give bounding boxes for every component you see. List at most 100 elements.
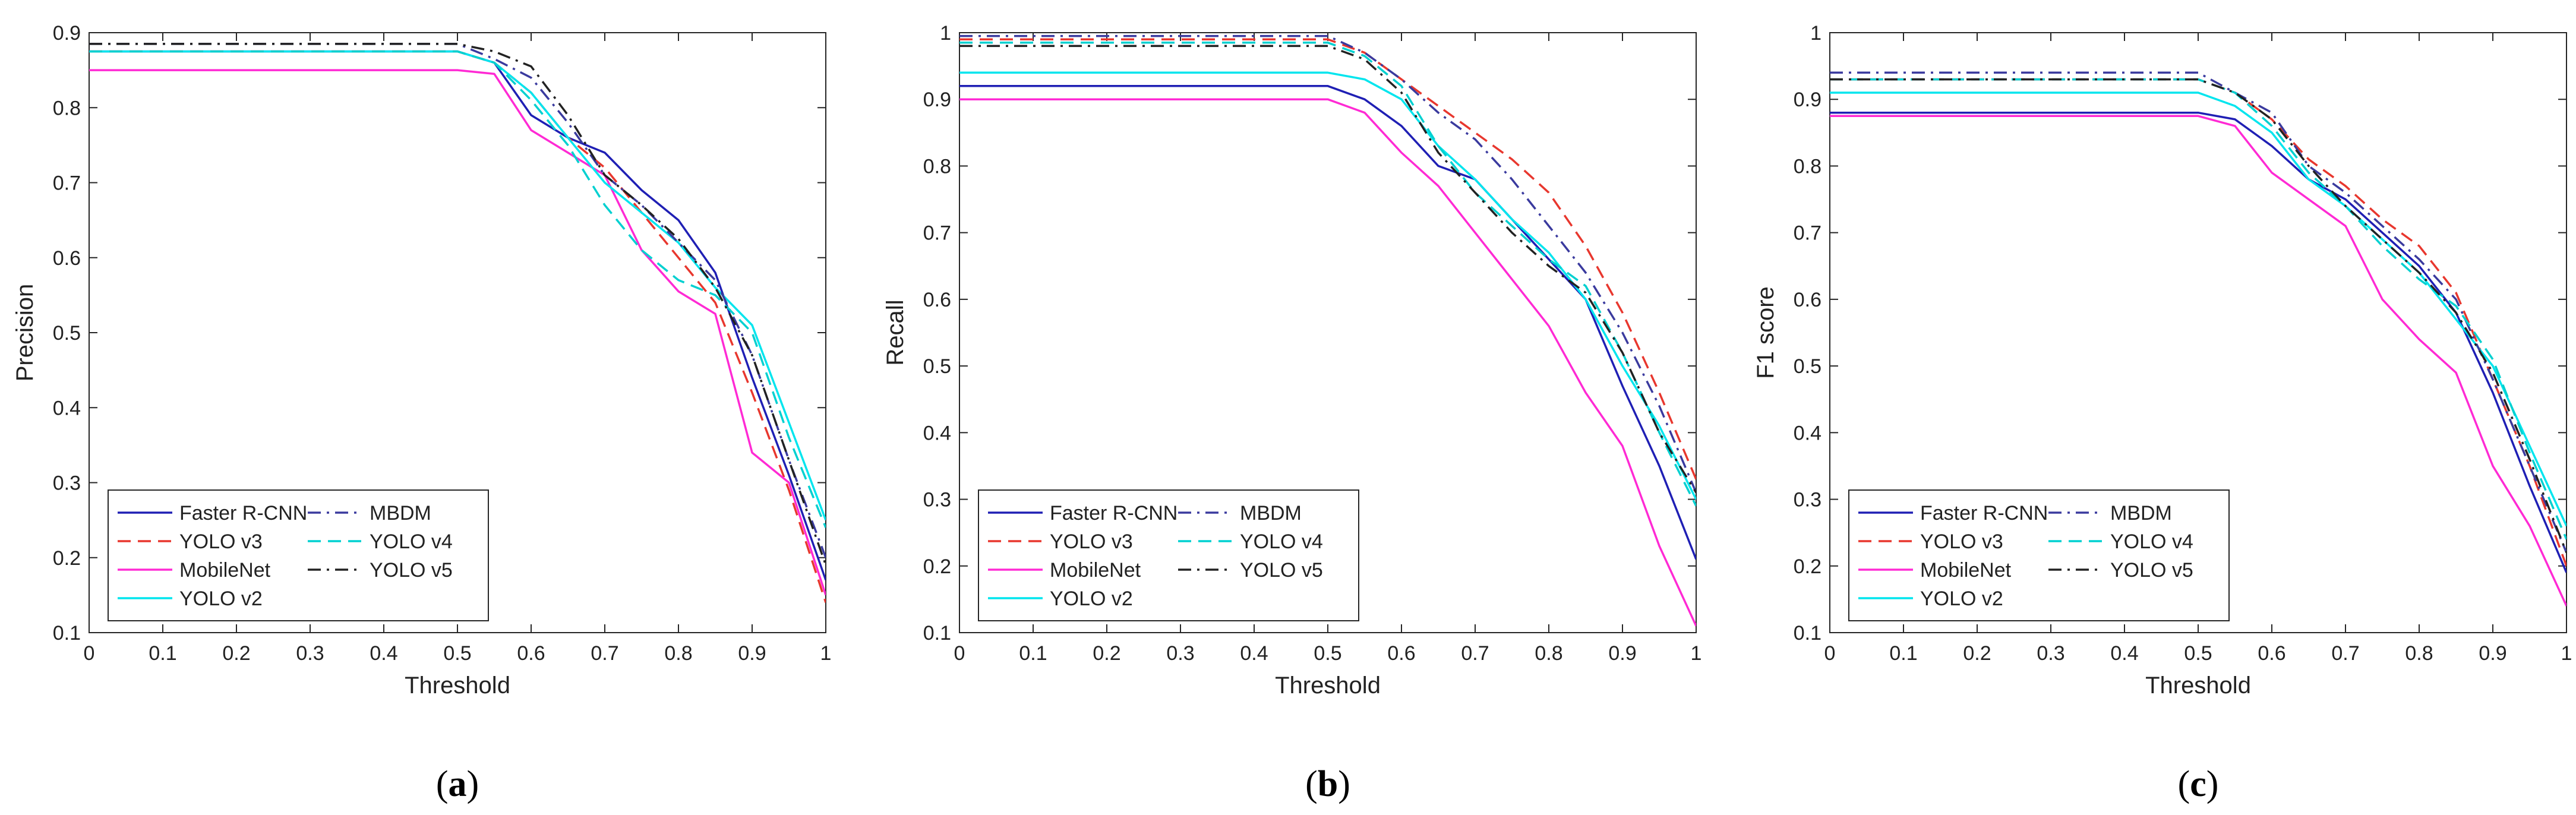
y-tick-label: 0.3 [1794,489,1821,511]
legend-entry-yolo-v2: YOLO v2 [1920,587,2003,610]
legend-entry-mobilenet: MobileNet [179,559,271,582]
y-tick-label: 0.2 [1794,555,1821,578]
legend-entry-yolo-v4: YOLO v4 [2110,530,2193,553]
series-line-mobilenet [89,69,826,596]
panel-label-open-paren: ( [1305,764,1318,804]
series-line-mobilenet [1830,115,2566,606]
legend-entry-yolo-v3: YOLO v3 [179,530,263,553]
x-tick-label: 0.2 [1093,642,1120,665]
series-line-mbdm [1830,71,2566,553]
y-tick-label: 0.5 [1794,355,1821,378]
x-tick-label: 0.3 [296,642,324,665]
legend: Faster R-CNN YOLO v3 MobileNet YOLO v2 MBDM Y… [978,489,1359,621]
legend-entry-mbdm: MBDM [1240,502,1302,525]
x-tick-label: 0.7 [591,642,618,665]
series-line-yolo-v5 [89,43,826,566]
chart-panel-c: 0 0.1 0.2 0.3 0.4 0.5 0.6 0.7 0.8 0.9 10.10.20.30.… [1753,22,2572,804]
series-line-yolo-v4 [1830,78,2566,540]
y-tick-label: 0.7 [53,172,81,195]
y-tick-label: 0.2 [53,547,81,570]
x-tick-label: 0.1 [149,642,176,665]
x-tick-label: 0 [84,642,95,665]
legend-entry-yolo-v5: YOLO v5 [370,559,453,582]
x-tick-label: 0.9 [2479,642,2506,665]
series-line-faster-r-cnn [1830,111,2566,573]
legend-entry-yolo-v2: YOLO v2 [1050,587,1133,610]
y-tick-label: 0.9 [923,89,951,111]
x-tick-label: 0.8 [2405,642,2433,665]
series-line-yolo-v2 [89,50,826,521]
legend-entry-faster-r-cnn: Faster R-CNN [179,502,307,525]
x-tick-label: 0.6 [517,642,545,665]
legend-entry-yolo-v3: YOLO v3 [1920,530,2003,553]
series-line-yolo-v3 [89,50,826,604]
x-tick-label: 0.9 [738,642,766,665]
x-tick-label: 0.5 [2184,642,2212,665]
x-tick-label: 0.6 [1387,642,1415,665]
y-tick-label: 0.9 [53,22,81,45]
panel-label-close-paren: ) [2206,764,2219,804]
x-tick-label: 0.8 [1535,642,1562,665]
x-tick-label: 0.4 [1240,642,1268,665]
y-tick-label: 1 [940,22,951,45]
legend-entry-faster-r-cnn: Faster R-CNN [1050,502,1177,525]
x-tick-label: 0.9 [1608,642,1636,665]
legend-entry-yolo-v3: YOLO v3 [1050,530,1133,553]
y-tick-label: 0.2 [923,555,951,578]
legend-entry-mobilenet: MobileNet [1920,559,2012,582]
x-axis-label: Threshold [1275,672,1381,699]
panel-label: (c) [2178,764,2219,804]
panel-label-close-paren: ) [467,764,479,804]
x-tick-label: 0.3 [1166,642,1194,665]
y-tick-label: 0.5 [53,322,81,345]
legend-entry-yolo-v4: YOLO v4 [370,530,453,553]
legend-entry-yolo-v5: YOLO v5 [1240,559,1323,582]
panel-label: (a) [436,764,479,804]
y-tick-label: 0.6 [53,247,81,270]
y-tick-label: 0.4 [1794,422,1821,444]
chart-panel-a: 0 0.1 0.2 0.3 0.4 0.5 0.6 0.7 0.8 0.9 10.10.20.30.… [12,22,831,804]
x-tick-label: 0.5 [443,642,471,665]
panel-label-open-paren: ( [436,764,449,804]
y-tick-label: 0.7 [923,222,951,245]
x-tick-label: 0.4 [370,642,397,665]
y-tick-label: 0.1 [923,622,951,645]
legend-entry-mbdm: MBDM [2110,502,2172,525]
y-tick-label: 0.9 [1794,89,1821,111]
y-tick-label: 1 [1810,22,1821,45]
x-tick-label: 0 [954,642,965,665]
legend-entry-faster-r-cnn: Faster R-CNN [1920,502,2048,525]
x-axis-label: Threshold [405,672,510,699]
series-lines [959,34,1696,627]
series-lines [1830,71,2566,606]
y-tick-label: 0.4 [923,422,951,444]
legend: Faster R-CNN YOLO v3 MobileNet YOLO v2 MBDM Y… [1848,489,2230,621]
legend-entry-yolo-v4: YOLO v4 [1240,530,1323,553]
series-line-mobilenet [959,98,1696,627]
y-axis-label: F1 score [1753,286,1779,379]
x-tick-label: 0.5 [1314,642,1341,665]
x-tick-label: 0.7 [1461,642,1489,665]
x-tick-label: 0.7 [2331,642,2359,665]
panel-label-open-paren: ( [2178,764,2190,804]
series-line-yolo-v2 [1830,91,2566,527]
y-tick-label: 0.6 [923,289,951,311]
x-tick-label: 0.3 [2037,642,2064,665]
legend-entry-yolo-v2: YOLO v2 [179,587,263,610]
chart-panels: 0 0.1 0.2 0.3 0.4 0.5 0.6 0.7 0.8 0.9 10.10.20.30.… [12,22,2572,804]
series-line-yolo-v3 [959,38,1696,480]
panel-label-close-paren: ) [1338,764,1350,804]
series-line-yolo-v2 [959,71,1696,500]
x-tick-label: 0.2 [1963,642,1991,665]
chart-panel-b: 0 0.1 0.2 0.3 0.4 0.5 0.6 0.7 0.8 0.9 10.10.20.30.… [882,22,1701,804]
legend-entry-mbdm: MBDM [370,502,431,525]
series-line-mbdm [959,34,1696,493]
x-tick-label: 0.8 [664,642,692,665]
x-tick-label: 0.2 [222,642,250,665]
y-tick-label: 0.8 [1794,155,1821,178]
x-tick-label: 0.1 [1019,642,1047,665]
x-tick-label: 1 [2561,642,2572,665]
x-tick-label: 0.1 [1889,642,1917,665]
y-tick-label: 0.8 [923,155,951,178]
